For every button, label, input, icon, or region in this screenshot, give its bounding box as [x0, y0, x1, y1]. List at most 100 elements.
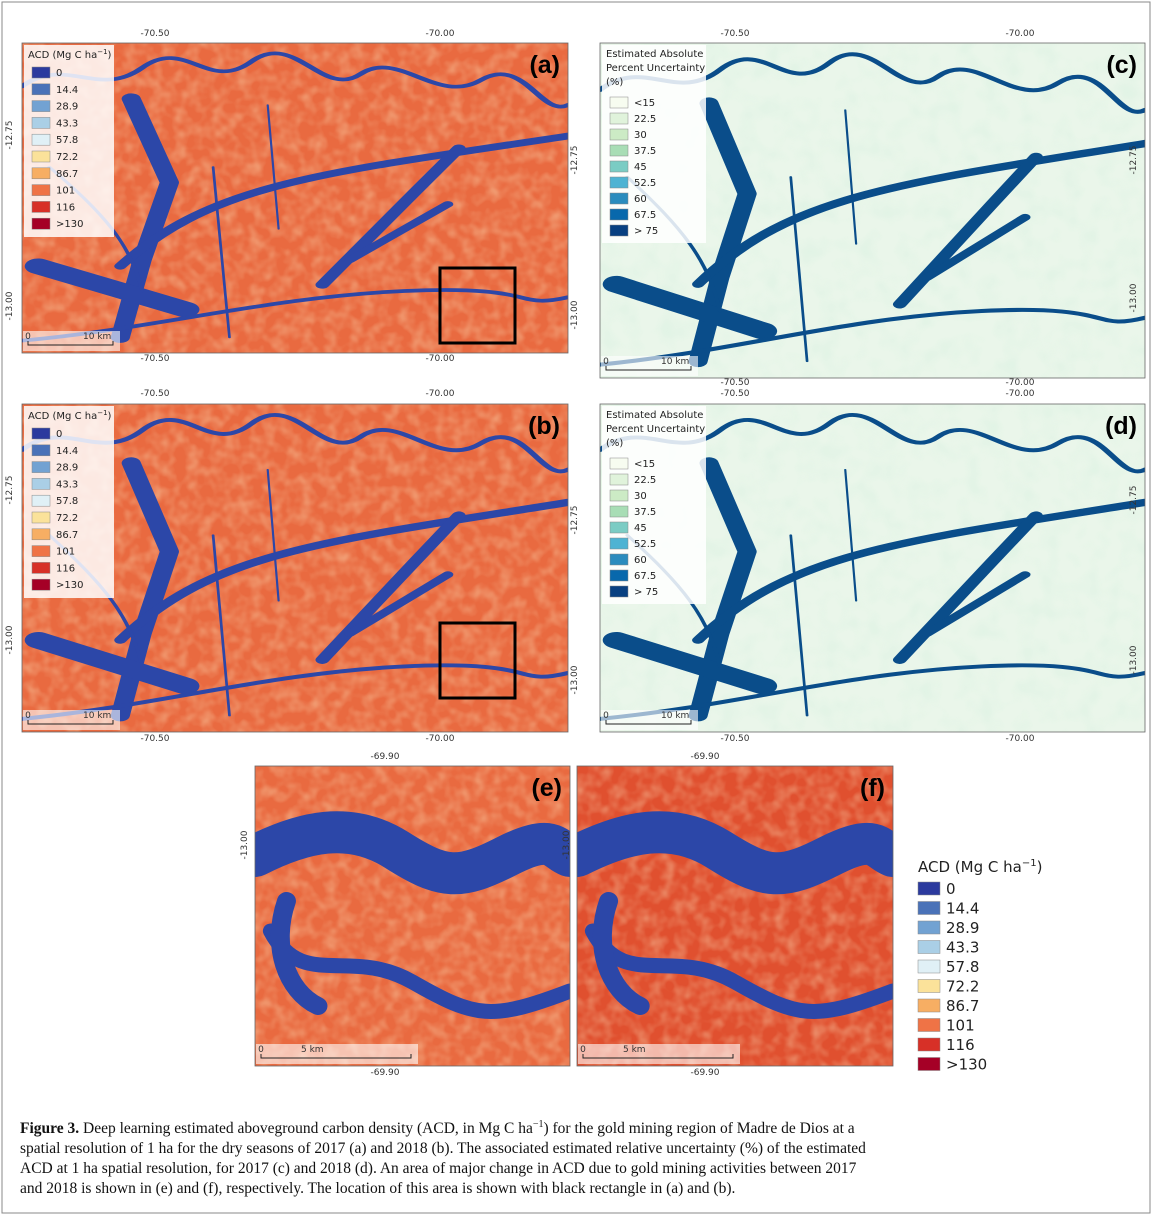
legend-swatch [32, 168, 50, 179]
legend-title-text: ACD (Mg C ha [28, 50, 97, 61]
y-tick-label: -13.00 [1129, 645, 1139, 674]
legend-title: Percent Uncertainty [606, 63, 705, 74]
legend-swatch [918, 960, 940, 973]
legend-swatch [610, 225, 628, 236]
legend-swatch [610, 113, 628, 124]
legend-title-text: ACD (Mg C ha [918, 858, 1022, 876]
legend-swatch [32, 218, 50, 229]
scale-bar-label: 10 km [661, 711, 689, 721]
y-tick-label: -13.00 [240, 830, 250, 859]
scale-bar-label: 0 [25, 711, 31, 721]
legend-label: 43.3 [56, 118, 78, 129]
legend-swatch [32, 495, 50, 506]
legend-label: 43.3 [56, 479, 78, 490]
panel-label: (b) [528, 412, 560, 440]
legend-label: 72.2 [946, 978, 979, 996]
legend-swatch [918, 1019, 940, 1032]
legend-swatch [918, 882, 940, 895]
legend-label: 22.5 [634, 475, 656, 486]
legend-swatch [918, 902, 940, 915]
x-tick-label: -70.50 [140, 734, 169, 744]
y-tick-label: -13.00 [570, 300, 580, 329]
legend-label: 14.4 [56, 85, 78, 96]
y-tick-label: -13.00 [570, 665, 580, 694]
legend-label: 86.7 [946, 997, 979, 1015]
legend-label: 52.5 [634, 539, 656, 550]
legend-swatch [610, 129, 628, 140]
legend-label: 45 [634, 162, 647, 173]
legend-swatch [32, 562, 50, 573]
legend-label: 67.5 [634, 210, 656, 221]
legend-swatch [32, 185, 50, 196]
legend-title-text: ) [108, 411, 112, 422]
caption-line: and 2018 is shown in (e) and (f), respec… [20, 1180, 735, 1197]
map [255, 766, 570, 1066]
legend-label: 57.8 [946, 958, 979, 976]
x-tick-label: -69.90 [690, 752, 719, 762]
legend-label: 14.4 [56, 446, 78, 457]
legend-swatch [610, 570, 628, 581]
x-tick-label: -70.50 [720, 378, 749, 388]
x-tick-label: -70.00 [1005, 734, 1034, 744]
legend-label: 86.7 [56, 530, 78, 541]
legend-swatch [610, 97, 628, 108]
legend-swatch [32, 428, 50, 439]
x-tick-label: -70.00 [425, 734, 454, 744]
panel-label: (f) [860, 774, 885, 802]
legend-label: 45 [634, 523, 647, 534]
legend-swatch [610, 506, 628, 517]
scale-bar-label: 0 [603, 357, 609, 367]
x-tick-label: -70.00 [425, 389, 454, 399]
legend-label: 30 [634, 491, 647, 502]
legend-title: Estimated Absolute [606, 410, 703, 421]
y-tick-label: -12.75 [570, 505, 580, 534]
legend-title-sup: −1 [1022, 858, 1037, 869]
legend-swatch [610, 474, 628, 485]
legend-swatch [610, 554, 628, 565]
caption-line: ACD at 1 ha spatial resolution, for 2017… [20, 1160, 857, 1177]
legend-swatch [610, 538, 628, 549]
legend-label: >130 [56, 580, 83, 591]
legend-swatch [32, 134, 50, 145]
caption-label: Figure 3. [20, 1120, 79, 1137]
legend-title: Percent Uncertainty [606, 424, 705, 435]
x-tick-label: -69.90 [690, 1068, 719, 1078]
legend-title-text: ) [108, 50, 112, 61]
legend-label: 37.5 [634, 146, 656, 157]
legend-label: > 75 [634, 587, 658, 598]
scale-bar-bg [256, 1044, 418, 1064]
legend-swatch [32, 151, 50, 162]
y-tick-label: -12.75 [1129, 485, 1139, 514]
legend-swatch [918, 941, 940, 954]
legend-title: (%) [606, 438, 623, 449]
legend-label: 60 [634, 555, 647, 566]
scale-bar-label: 10 km [661, 357, 689, 367]
caption-sup: −1 [533, 1119, 544, 1130]
panel-label: (a) [529, 51, 560, 79]
legend-label: 72.2 [56, 513, 78, 524]
legend-title: (%) [606, 77, 623, 88]
legend-label: 28.9 [946, 919, 979, 937]
legend-label: 72.2 [56, 152, 78, 163]
legend-label: 0 [56, 429, 62, 440]
legend-label: 86.7 [56, 169, 78, 180]
x-tick-label: -70.00 [1005, 378, 1034, 388]
legend-swatch [32, 579, 50, 590]
scale-bar-label: 5 km [623, 1045, 646, 1055]
legend-swatch [32, 84, 50, 95]
panel-label: (c) [1106, 51, 1137, 79]
x-tick-label: -70.00 [425, 354, 454, 364]
x-tick-label: -69.90 [370, 1068, 399, 1078]
legend-label: 101 [56, 547, 75, 558]
legend-swatch [918, 921, 940, 934]
legend-swatch [32, 546, 50, 557]
legend-label: 0 [56, 68, 62, 79]
y-tick-label: -13.00 [5, 625, 15, 654]
legend-label: <15 [634, 459, 655, 470]
y-tick-label: -12.75 [570, 145, 580, 174]
legend-label: 30 [634, 130, 647, 141]
legend-swatch [32, 529, 50, 540]
legend-label: 57.8 [56, 135, 78, 146]
legend-swatch [32, 101, 50, 112]
legend-swatch [32, 462, 50, 473]
